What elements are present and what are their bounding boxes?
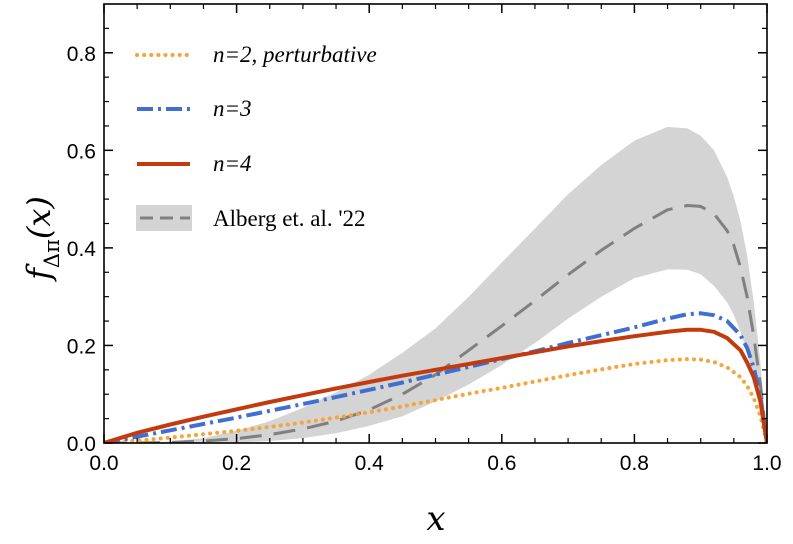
x-tick-label: 0.2 [222, 452, 251, 475]
y-tick-label: 0.2 [67, 335, 96, 358]
svg-text:fΔπ(x): fΔπ(x) [20, 196, 64, 282]
legend-entry-alberg: Alberg et. al. '22 [136, 205, 366, 231]
legend-entry-n2: n=2, perturbative [135, 42, 377, 67]
y-tick-label: 0.4 [67, 238, 97, 261]
x-axis-title: x [426, 499, 445, 539]
alberg-uncertainty-band [104, 126, 767, 443]
legend-label-n4: n=4 [213, 151, 252, 176]
legend-label-alberg: Alberg et. al. '22 [213, 206, 366, 231]
legend-label-n3: n=3 [213, 96, 252, 121]
y-tick-label: 0.8 [67, 43, 96, 66]
x-tick-label: 0.4 [355, 452, 385, 475]
series-line-alberg [104, 204, 767, 443]
legend-entry-n4: n=4 [137, 151, 252, 176]
y-axis-title-arg: (x) [20, 196, 58, 239]
x-tick-label: 0.6 [487, 452, 516, 475]
y-axis-title-subscript: Δπ [40, 239, 64, 268]
y-axis-title: fΔπ(x) [20, 196, 64, 282]
legend: n=2, perturbative n=3 n=4 Alberg et. al.… [135, 42, 377, 231]
legend-label-n2: n=2, perturbative [213, 42, 377, 67]
plot-area [104, 126, 767, 443]
y-tick-label: 0.6 [67, 140, 96, 163]
x-tick-label: 0.0 [89, 452, 118, 475]
x-tick-label: 1.0 [752, 452, 781, 475]
x-tick-label: 0.8 [620, 452, 649, 475]
legend-entry-n3: n=3 [137, 96, 252, 121]
y-tick-label: 0.0 [67, 433, 96, 456]
axis-ticks: 0.0 0.2 0.4 0.6 0.8 1.0 0.0 0.2 0.4 0.6 0.8 [67, 4, 782, 475]
series-line-n4 [104, 327, 767, 443]
